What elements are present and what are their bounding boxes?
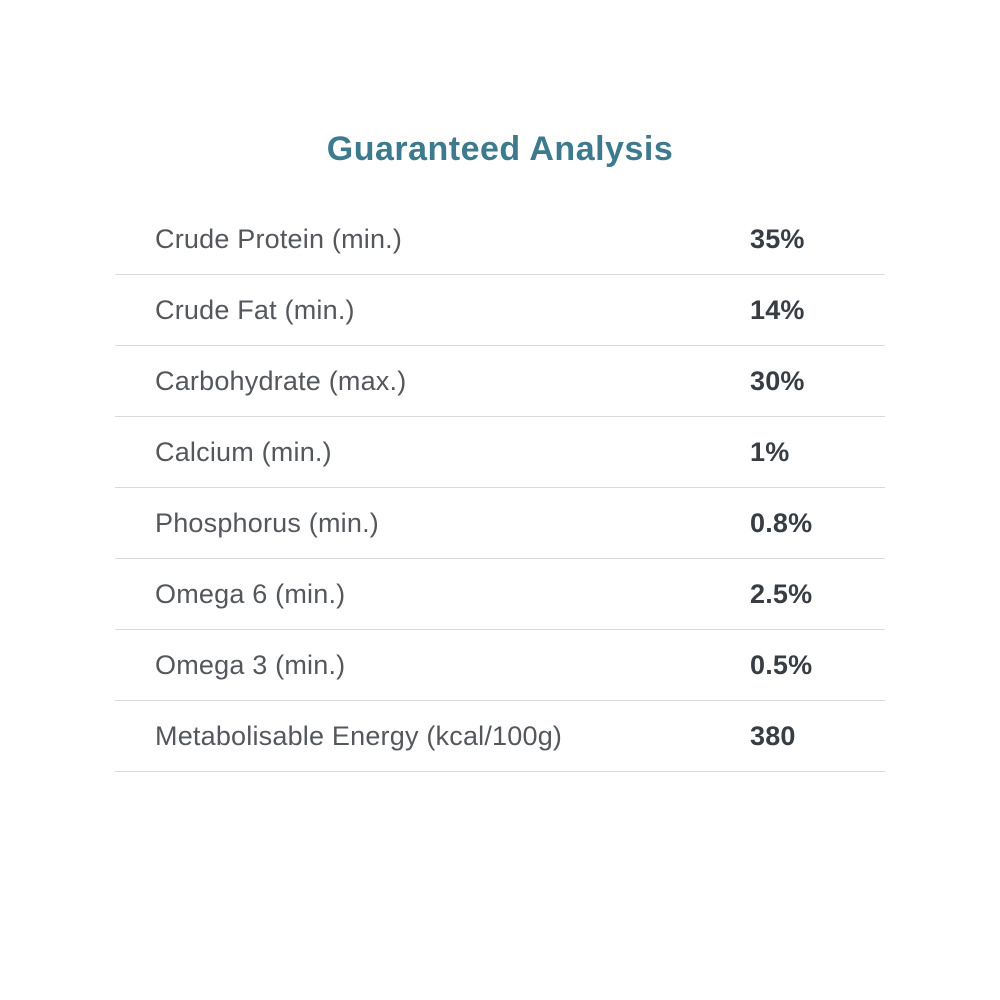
row-value: 14%: [750, 294, 805, 325]
row-label: Crude Protein (min.): [155, 223, 403, 254]
table-row: Carbohydrate (max.) 30%: [115, 346, 885, 417]
row-value: 0.5%: [750, 649, 813, 680]
row-value: 0.8%: [750, 507, 813, 538]
row-label: Crude Fat (min.): [155, 294, 355, 325]
table-row: Metabolisable Energy (kcal/100g) 380: [115, 701, 885, 772]
row-label: Omega 3 (min.): [155, 649, 346, 680]
row-label: Omega 6 (min.): [155, 578, 346, 609]
row-value: 2.5%: [750, 578, 813, 609]
table-row: Calcium (min.) 1%: [115, 417, 885, 488]
table-row: Crude Protein (min.) 35%: [115, 204, 885, 275]
row-value: 1%: [750, 436, 790, 467]
table-row: Crude Fat (min.) 14%: [115, 275, 885, 346]
row-label: Calcium (min.): [155, 436, 332, 467]
row-value: 35%: [750, 223, 805, 254]
page-title: Guaranteed Analysis: [326, 130, 674, 168]
table-row: Phosphorus (min.) 0.8%: [115, 488, 885, 559]
row-value: 380: [750, 720, 796, 751]
table-row: Omega 3 (min.) 0.5%: [115, 630, 885, 701]
row-label: Metabolisable Energy (kcal/100g): [155, 720, 563, 751]
row-value: 30%: [750, 365, 805, 396]
table-row: Omega 6 (min.) 2.5%: [115, 559, 885, 630]
analysis-table: Crude Protein (min.) 35% Crude Fat (min.…: [115, 204, 885, 772]
row-label: Carbohydrate (max.): [155, 365, 407, 396]
row-label: Phosphorus (min.): [155, 507, 379, 538]
